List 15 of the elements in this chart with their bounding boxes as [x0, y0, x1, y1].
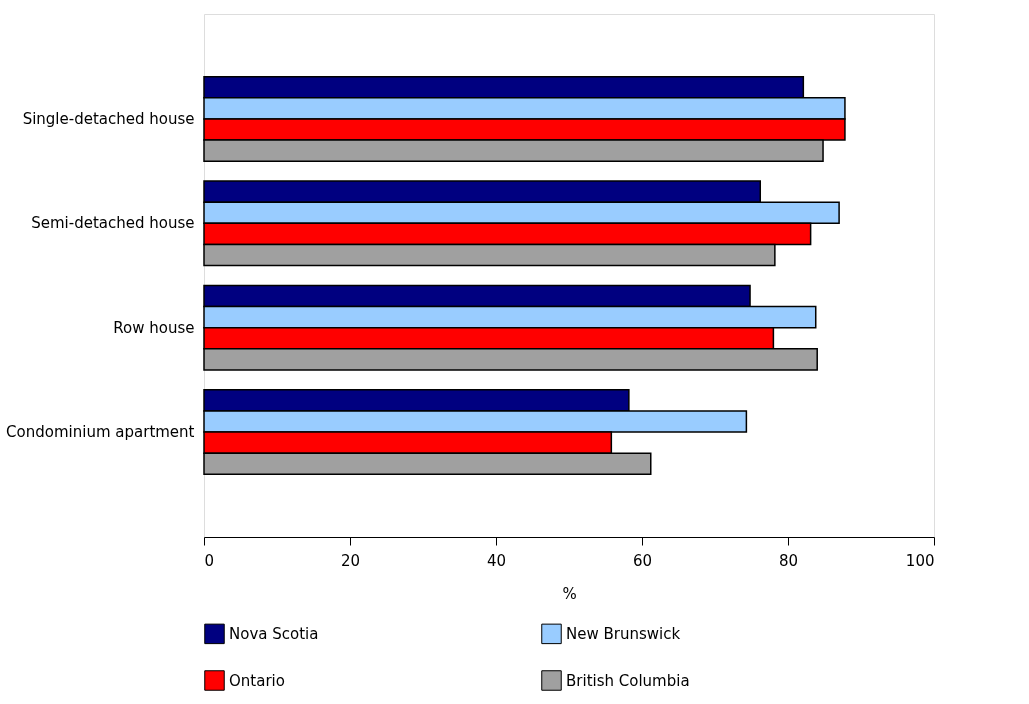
y-tick-label: Semi-detached house [31, 214, 195, 233]
y-tick-label: Row house [113, 318, 195, 337]
legend-label: Ontario [229, 671, 285, 690]
x-tick-label: 40 [486, 551, 507, 570]
x-tick-label: 0 [204, 551, 215, 570]
legend-label: Nova Scotia [229, 624, 319, 643]
legend-label: New Brunswick [566, 624, 681, 643]
x-axis-title: % [562, 584, 577, 603]
legend-label: British Columbia [566, 671, 690, 690]
x-tick-label: 80 [778, 551, 799, 570]
y-tick-label: Single-detached house [22, 109, 195, 128]
x-tick-label: 100 [905, 551, 935, 570]
y-tick-label: Condominium apartment [6, 423, 195, 442]
x-tick-label: 20 [340, 551, 361, 570]
x-tick-label: 60 [632, 551, 653, 570]
